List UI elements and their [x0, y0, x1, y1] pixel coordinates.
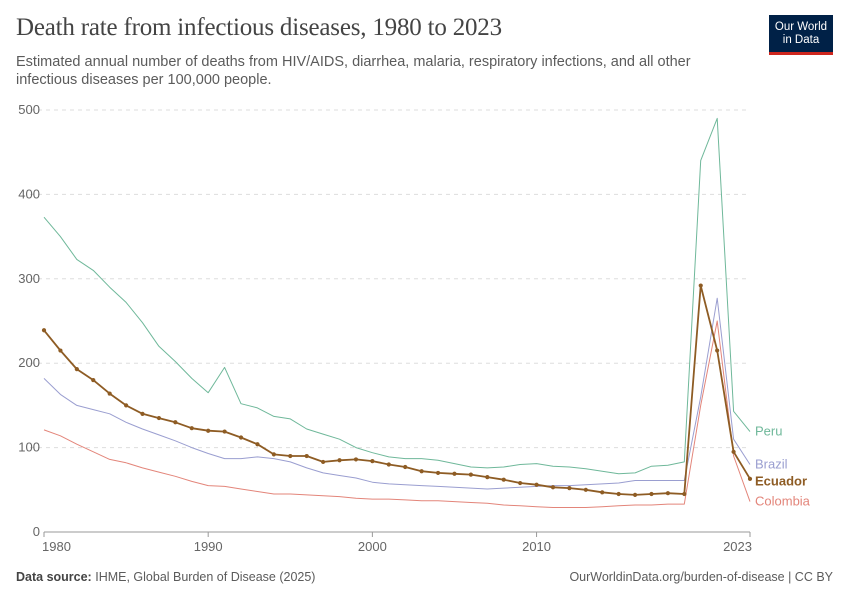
owid-logo[interactable]: Our World in Data — [769, 15, 833, 55]
data-point-ecuador[interactable] — [189, 426, 194, 431]
data-point-ecuador[interactable] — [649, 491, 654, 497]
source-text: IHME, Global Burden of Disease (2025) — [95, 570, 316, 584]
data-point-ecuador[interactable] — [288, 453, 293, 459]
chart-subtitle: Estimated annual number of deaths from H… — [16, 54, 691, 88]
data-point-ecuador[interactable] — [698, 283, 703, 288]
data-point-ecuador[interactable] — [682, 491, 687, 497]
x-tick-label: 1990 — [194, 539, 223, 554]
series-line-colombia[interactable] — [43, 320, 751, 508]
data-point-ecuador[interactable] — [386, 462, 391, 467]
x-tick-label: 2000 — [358, 539, 387, 554]
logo-line-2: in Data — [782, 33, 820, 46]
data-point-ecuador[interactable] — [616, 491, 621, 497]
data-point-ecuador[interactable] — [304, 453, 309, 459]
data-point-ecuador[interactable] — [567, 486, 572, 491]
series-line-brazil[interactable] — [43, 297, 751, 490]
y-axis-ticks: 0 100 200 300 400 500 — [18, 102, 40, 539]
logo-line-1: Our World — [774, 20, 828, 33]
data-point-ecuador[interactable] — [173, 420, 178, 425]
data-point-ecuador[interactable] — [337, 458, 342, 463]
data-point-ecuador[interactable] — [321, 459, 326, 465]
series-label-brazil[interactable]: Brazil — [755, 456, 788, 471]
x-tick-label: 2010 — [522, 539, 551, 554]
x-axis: 1980 1990 2000 2010 2023 — [42, 531, 752, 554]
series-label-peru[interactable]: Peru — [755, 424, 782, 439]
y-tick-label: 500 — [18, 102, 40, 117]
series-line-peru[interactable] — [43, 117, 751, 475]
data-point-ecuador[interactable] — [271, 452, 276, 457]
data-point-ecuador[interactable] — [468, 472, 473, 477]
data-point-ecuador[interactable] — [107, 391, 112, 396]
data-point-ecuador[interactable] — [419, 469, 424, 474]
data-point-ecuador[interactable] — [715, 348, 720, 353]
series-lines — [41, 117, 753, 508]
data-point-ecuador[interactable] — [353, 457, 359, 462]
data-point-ecuador[interactable] — [747, 476, 753, 481]
grid-lines — [30, 109, 750, 449]
y-tick-label: 400 — [18, 186, 40, 201]
data-point-ecuador[interactable] — [74, 367, 79, 372]
data-point-ecuador[interactable] — [403, 464, 408, 470]
chart-title: Death rate from infectious diseases, 198… — [16, 14, 502, 41]
data-point-ecuador[interactable] — [632, 492, 638, 497]
data-point-ecuador[interactable] — [731, 449, 736, 454]
footer-url[interactable]: OurWorldinData.org/burden-of-disease | C… — [569, 570, 833, 584]
x-tick-label: 1980 — [42, 539, 71, 554]
data-point-ecuador[interactable] — [600, 490, 605, 495]
data-point-ecuador[interactable] — [58, 348, 63, 353]
data-point-ecuador[interactable] — [238, 435, 244, 440]
data-point-ecuador[interactable] — [222, 429, 227, 434]
y-tick-label: 0 — [33, 524, 40, 539]
data-point-ecuador[interactable] — [41, 328, 47, 333]
data-point-ecuador[interactable] — [550, 485, 556, 490]
y-tick-label: 200 — [18, 355, 40, 370]
data-point-ecuador[interactable] — [123, 403, 129, 408]
y-tick-label: 100 — [18, 440, 40, 455]
series-label-colombia[interactable]: Colombia — [755, 494, 811, 509]
line-chart: 0 100 200 300 400 500 1980 1990 2000 2010 2023 Pe… — [18, 102, 811, 554]
data-point-ecuador[interactable] — [435, 470, 441, 476]
y-tick-label: 300 — [18, 271, 40, 286]
data-point-ecuador[interactable] — [665, 491, 671, 496]
data-point-ecuador[interactable] — [452, 471, 457, 476]
data-point-ecuador[interactable] — [518, 480, 523, 486]
source-label: Data source: — [16, 570, 92, 584]
data-point-ecuador[interactable] — [91, 377, 96, 383]
data-point-ecuador[interactable] — [370, 459, 375, 464]
footer-source: Data source: IHME, Global Burden of Dise… — [16, 570, 315, 584]
series-labels: Peru Brazil Ecuador Colombia — [755, 424, 811, 509]
data-point-ecuador[interactable] — [583, 487, 588, 492]
data-point-ecuador[interactable] — [156, 415, 162, 421]
data-point-ecuador[interactable] — [206, 428, 211, 433]
data-point-ecuador[interactable] — [485, 475, 490, 480]
x-tick-label: 2023 — [723, 539, 752, 554]
series-line-ecuador[interactable] — [43, 284, 751, 496]
data-point-ecuador[interactable] — [255, 442, 260, 447]
series-label-ecuador[interactable]: Ecuador — [755, 473, 807, 488]
data-point-ecuador[interactable] — [534, 482, 539, 487]
data-point-ecuador[interactable] — [501, 477, 506, 482]
data-point-ecuador[interactable] — [140, 411, 145, 416]
